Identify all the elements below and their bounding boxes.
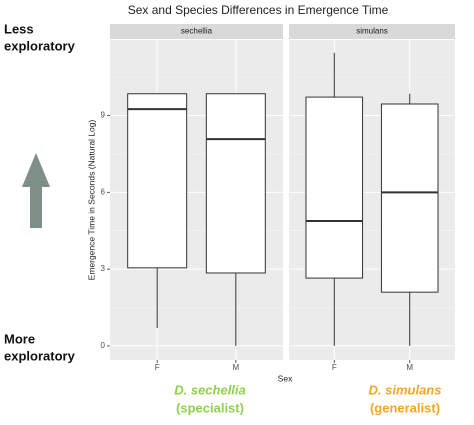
- strip-background: [110, 24, 283, 39]
- y-tick-label: 6: [101, 187, 106, 196]
- y-axis-label: Emergence Time in Seconds (Natural Log): [86, 120, 96, 281]
- strip-label: simulans: [356, 27, 388, 36]
- species-name: D. sechellia: [174, 382, 246, 397]
- y-tick-label: 3: [101, 264, 106, 273]
- arrow: [22, 153, 50, 228]
- box: [305, 96, 364, 279]
- species-name: D. simulans: [369, 382, 442, 397]
- box: [205, 93, 266, 274]
- x-axis-label: Sex: [278, 373, 293, 383]
- box: [127, 93, 188, 269]
- chart-title: Sex and Species Differences in Emergence…: [128, 3, 389, 17]
- y-tick-label: 0: [101, 341, 106, 350]
- x-tick-label: F: [155, 363, 160, 372]
- x-tick-label: F: [332, 363, 337, 372]
- species-role: (generalist): [370, 400, 440, 415]
- annotation: More: [4, 331, 35, 346]
- y-tick-label: 9: [101, 111, 106, 120]
- annotation: exploratory: [4, 348, 76, 363]
- strip-label: sechellia: [181, 27, 213, 36]
- x-tick-label: M: [232, 363, 239, 372]
- species-role: (specialist): [176, 400, 244, 415]
- annotation: exploratory: [4, 38, 76, 53]
- annotation: Less: [4, 21, 34, 36]
- strip-background: [289, 24, 455, 39]
- box: [380, 103, 439, 293]
- x-tick-label: M: [406, 363, 413, 372]
